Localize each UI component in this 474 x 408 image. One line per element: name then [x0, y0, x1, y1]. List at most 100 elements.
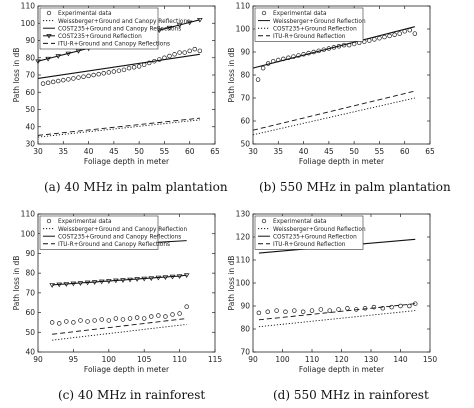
- x-tick-label-b: 45: [324, 147, 334, 156]
- data-point-a: [91, 72, 96, 78]
- data-point-a: [55, 78, 61, 84]
- legend-entry-d: ITU-R+Ground Reflection: [273, 242, 346, 248]
- x-tick-label-b: 55: [375, 147, 385, 156]
- data-point-a: [71, 76, 76, 81]
- data-point-b: [382, 34, 387, 40]
- data-point-a: [81, 74, 86, 79]
- triangle-marker-c: [176, 274, 183, 279]
- x-tick-label-d: 150: [423, 355, 438, 364]
- triangle-marker-a: [45, 56, 51, 62]
- y-tick-label-d: 110: [236, 256, 251, 265]
- data-point-d: [398, 303, 403, 309]
- legend-entry-c: Weissberger+Ground and Canopy Reflection: [58, 227, 187, 233]
- triangle-marker-a: [176, 23, 183, 28]
- data-point-a: [192, 46, 198, 52]
- chart-d: 90 100 110 120 130 140 150708090100110120130Fo…: [227, 210, 437, 374]
- x-tick-label-b: 50: [349, 147, 359, 156]
- chart-b: 30 35 40 45 50 55 60 65 50 60 70 80 90 100 110 Foliage …: [227, 2, 435, 166]
- triangle-marker-a: [197, 18, 203, 23]
- data-point-d: [389, 304, 394, 310]
- legend-marker-c: [46, 218, 52, 224]
- legend-c: Experimental data Weissberger+Ground and …: [39, 215, 187, 250]
- y-tick-label-b: 60: [240, 117, 250, 126]
- data-point-c: [134, 315, 140, 320]
- data-point-c: [85, 319, 90, 324]
- y-tick-label-a: 40: [25, 122, 35, 131]
- triangle-marker-c: [155, 275, 162, 281]
- y-tick-label-c: 90: [25, 249, 35, 258]
- legend-box-b: [254, 7, 364, 42]
- x-tick-label-a: 60: [185, 147, 195, 156]
- data-point-c: [149, 314, 154, 319]
- x-tick-label-b: 30: [248, 147, 258, 156]
- data-point-c: [49, 320, 55, 325]
- data-point-a: [101, 71, 106, 76]
- triangle-marker-a: [166, 25, 173, 31]
- legend-entry-d: Experimental data: [273, 219, 327, 225]
- triangle-marker-c: [120, 278, 126, 283]
- data-point-c: [120, 317, 126, 322]
- x-tick-label-d: 110: [305, 355, 320, 364]
- triangle-marker-c: [183, 273, 190, 278]
- triangle-marker-c: [70, 281, 77, 287]
- x-tick-label-a: 35: [59, 147, 69, 156]
- x-tick-label-b: 35: [274, 147, 284, 156]
- data-point-a: [116, 68, 122, 73]
- x-tick-label-c: 110: [172, 355, 187, 364]
- triangle-marker-c: [91, 280, 98, 285]
- triangle-marker-a: [186, 20, 193, 26]
- series-line-a: [37, 117, 200, 136]
- triangle-marker-c: [148, 276, 155, 281]
- data-point-a: [121, 67, 127, 73]
- legend-entry-b: Weissberger+Ground Reflection: [273, 19, 366, 25]
- legend-entry-c: Experimental data: [58, 219, 112, 225]
- y-tick-label-c: 40: [25, 348, 35, 357]
- y-tick-label-d: 90: [240, 302, 250, 311]
- x-tick-label-c: 105: [137, 355, 152, 364]
- x-tick-label-a: 30: [33, 147, 43, 156]
- data-point-d: [300, 309, 306, 315]
- triangle-marker-a: [75, 49, 82, 54]
- data-point-d: [256, 310, 262, 316]
- data-point-d: [371, 304, 377, 310]
- legend-entry-a: Weissberger+Ground and Canopy Reflection…: [58, 19, 190, 25]
- y-tick-label-d: 70: [240, 348, 250, 357]
- data-point-d: [265, 309, 271, 315]
- data-point-a: [147, 60, 152, 66]
- x-tick-label-c: 95: [69, 355, 79, 364]
- data-point-a: [197, 48, 203, 54]
- data-point-d: [274, 308, 279, 313]
- y-tick-label-a: 110: [21, 2, 36, 11]
- series-b-3: [252, 90, 415, 131]
- series-a-1: [37, 119, 200, 138]
- x-tick-label-d: 90: [248, 355, 258, 364]
- x-tick-label-b: 60: [400, 147, 410, 156]
- y-tick-label-b: 90: [240, 48, 250, 57]
- x-axis-label-d: Foliage depth in meter: [299, 365, 385, 374]
- data-point-b: [392, 32, 397, 37]
- data-point-a: [61, 77, 66, 83]
- data-point-a: [111, 69, 117, 74]
- data-point-b: [255, 77, 261, 82]
- legend-entry-b: ITU-R+Ground Reflection: [273, 34, 346, 40]
- data-point-a: [187, 48, 192, 54]
- y-axis-label-c: Path loss in dB: [12, 256, 21, 311]
- legend-entry-a: ITU-R+Ground and Canopy Reflections: [58, 42, 170, 48]
- series-line-d: [258, 303, 416, 321]
- y-axis-label-d: Path loss in dB: [227, 256, 236, 311]
- y-tick-label-d: 100: [236, 279, 251, 288]
- y-tick-label-d: 80: [240, 325, 250, 334]
- data-point-a: [86, 73, 91, 79]
- x-tick-label-d: 140: [393, 355, 408, 364]
- data-point-b: [291, 54, 296, 59]
- y-tick-label-c: 50: [25, 328, 35, 337]
- series-b-0: [255, 27, 418, 82]
- data-point-d: [292, 308, 297, 313]
- data-point-c: [170, 312, 175, 317]
- data-point-c: [156, 313, 161, 318]
- legend-marker-d: [261, 218, 267, 224]
- legend-marker-a: [46, 10, 52, 16]
- x-axis-label-a: Foliage depth in meter: [84, 157, 170, 166]
- data-point-b: [286, 55, 291, 60]
